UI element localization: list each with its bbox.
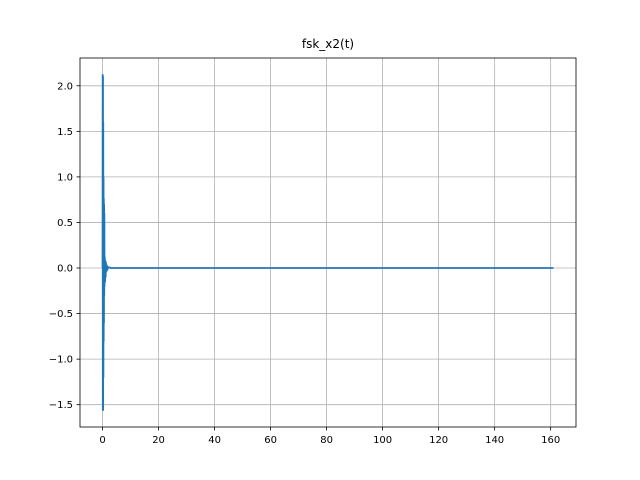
x-tick-label: 0 xyxy=(99,435,105,446)
x-tick-label: 80 xyxy=(320,435,333,446)
plot-area-frame xyxy=(79,57,577,428)
y-tick-label: 0.5 xyxy=(57,218,73,229)
y-tick-label: −1.0 xyxy=(49,355,73,366)
y-tick-label: 2.0 xyxy=(57,81,73,92)
x-tick-label: 40 xyxy=(208,435,221,446)
y-axis: −1.5 −1.0 −0.5 0.0 0.5 1.0 1.5 2.0 xyxy=(49,81,80,411)
x-tick-label: 120 xyxy=(429,435,448,446)
chart-title: fsk_x2(t) xyxy=(302,37,354,51)
x-axis: 0 20 40 60 80 100 120 140 160 xyxy=(99,427,560,446)
x-tick-label: 100 xyxy=(373,435,392,446)
y-tick-label: −0.5 xyxy=(49,309,73,320)
x-tick-label: 160 xyxy=(541,435,560,446)
y-tick-label: 1.5 xyxy=(57,127,73,138)
y-tick-label: 0.0 xyxy=(57,264,73,275)
x-tick-label: 60 xyxy=(264,435,277,446)
y-tick-label: −1.5 xyxy=(49,400,73,411)
x-tick-label: 140 xyxy=(485,435,504,446)
x-tick-label: 20 xyxy=(152,435,165,446)
y-tick-label: 1.0 xyxy=(57,172,73,183)
series-layer xyxy=(101,73,554,412)
series-line xyxy=(101,73,554,412)
